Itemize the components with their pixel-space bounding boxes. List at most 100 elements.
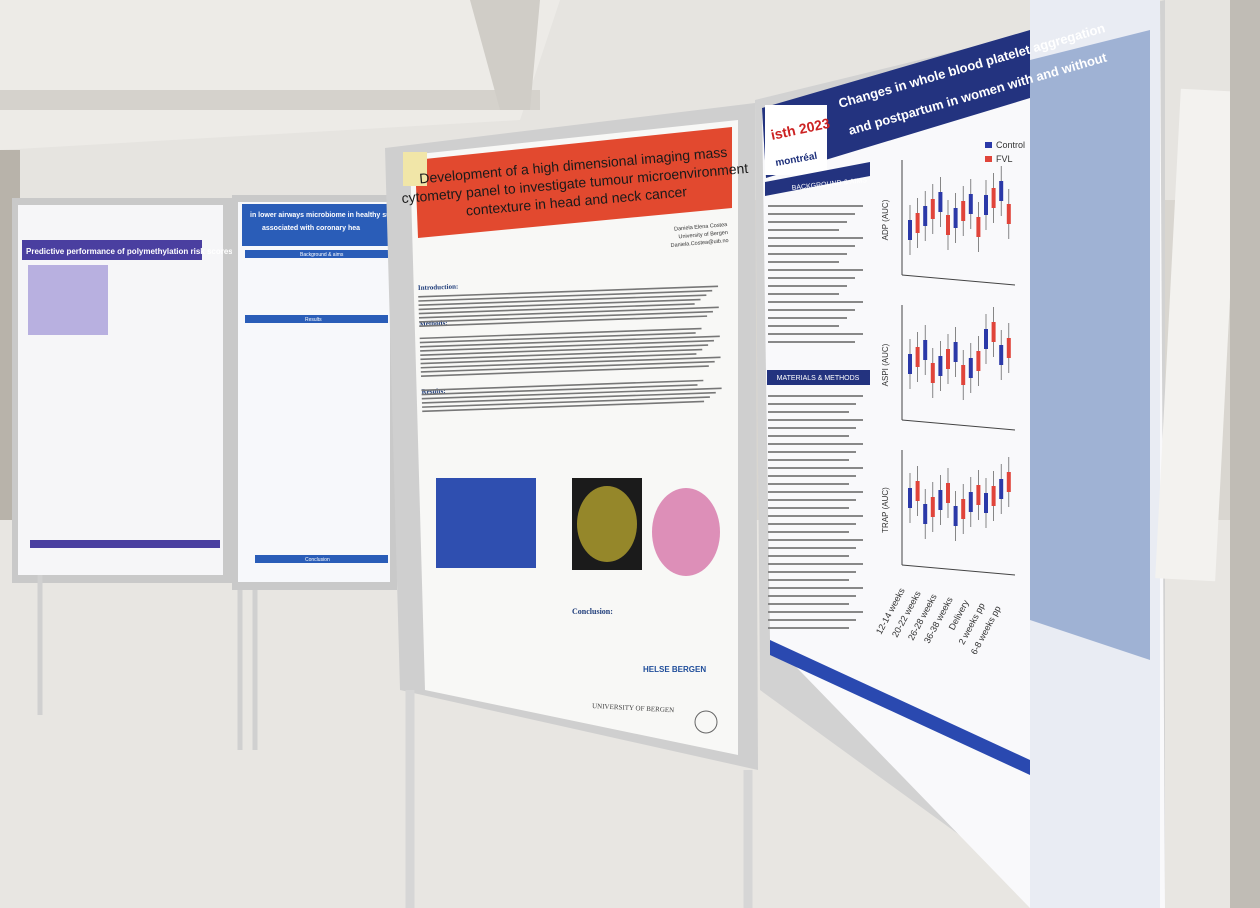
axis <box>901 274 1016 286</box>
box <box>908 354 912 374</box>
text-line <box>419 315 708 327</box>
text-line <box>420 365 709 377</box>
text-line <box>420 348 703 361</box>
box <box>915 213 920 233</box>
text-line <box>420 344 709 356</box>
box <box>991 188 996 208</box>
box <box>976 217 981 237</box>
axis <box>901 419 1016 431</box>
text-line <box>768 229 839 231</box>
legend-swatch <box>985 156 992 162</box>
footer-band <box>30 540 220 548</box>
box <box>968 358 973 378</box>
box <box>991 322 996 342</box>
text-line <box>768 451 856 453</box>
text-line <box>418 289 713 302</box>
text-line <box>418 303 695 315</box>
text-line <box>768 547 856 549</box>
poster-board-2: in lower airways microbiome in healthy s… <box>232 195 397 750</box>
box <box>915 481 920 501</box>
text-line <box>768 595 856 597</box>
heading: Results: <box>421 387 445 396</box>
text-line <box>768 523 856 525</box>
poster-board-4: isth 2023 montréal Changes in whole bloo… <box>755 0 1241 908</box>
ceiling-beam <box>470 0 540 110</box>
box <box>1006 338 1011 358</box>
text-line <box>421 379 704 392</box>
text-line <box>768 515 863 517</box>
text-line <box>768 467 863 469</box>
box <box>946 215 950 235</box>
text-line <box>768 435 849 437</box>
text-line <box>768 411 849 413</box>
text-line <box>768 301 863 303</box>
ceiling-panel <box>0 0 560 150</box>
text-line <box>768 499 856 501</box>
sticky-note <box>403 152 427 186</box>
box <box>999 181 1004 201</box>
box <box>930 497 935 517</box>
box <box>923 340 928 360</box>
heading-band <box>245 250 388 258</box>
text-line <box>768 403 856 405</box>
text-line <box>419 327 702 340</box>
wall <box>1230 0 1260 908</box>
table-panel <box>1030 30 1150 660</box>
box <box>908 220 912 240</box>
heading: Conclusion <box>305 557 330 563</box>
ceiling-beam <box>0 90 540 110</box>
box <box>991 486 996 506</box>
text-line <box>419 335 720 348</box>
box <box>984 329 988 349</box>
heading-band <box>245 315 388 323</box>
box <box>961 201 966 221</box>
text-line <box>768 459 849 461</box>
poster-paper <box>410 120 738 755</box>
text-line <box>768 627 849 629</box>
box <box>938 490 943 510</box>
box <box>999 345 1004 365</box>
text-line <box>418 306 719 319</box>
logo: HELSE BERGEN <box>643 665 706 674</box>
text-line <box>768 395 863 397</box>
box <box>953 506 958 526</box>
text-line <box>768 317 847 319</box>
text-line <box>768 587 863 589</box>
poster-board-3: Development of a high dimensional imagin… <box>385 103 758 908</box>
text-line <box>768 277 855 279</box>
axis-label: ADP (AUC) <box>881 199 890 240</box>
text-line <box>768 531 849 533</box>
box <box>984 493 988 513</box>
text-line <box>768 221 847 223</box>
box <box>968 492 973 512</box>
logo-box <box>765 105 827 175</box>
text-line <box>768 491 863 493</box>
box <box>930 363 935 383</box>
text-line <box>768 213 855 215</box>
text-line <box>768 563 863 565</box>
paper-sheet <box>1155 88 1241 582</box>
text-line <box>768 237 863 239</box>
box <box>968 194 973 214</box>
axis-label: ASPI (AUC) <box>881 343 890 386</box>
text-line <box>768 253 847 255</box>
text-line <box>768 285 847 287</box>
footer-band <box>770 640 1030 775</box>
text-line <box>418 294 707 306</box>
text-line <box>421 387 722 400</box>
text-line <box>419 332 696 344</box>
text-line <box>768 341 855 343</box>
box <box>999 479 1004 499</box>
box <box>915 347 920 367</box>
text-line <box>768 507 849 509</box>
box <box>908 488 912 508</box>
text-line <box>422 396 710 408</box>
heatmap <box>436 478 536 568</box>
text-line <box>418 285 719 298</box>
text-line <box>768 539 863 541</box>
heading-band <box>765 162 870 196</box>
box <box>976 485 981 505</box>
text-line <box>768 483 849 485</box>
